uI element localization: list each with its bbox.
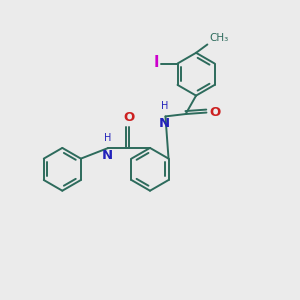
Text: N: N [102, 148, 113, 161]
Text: I: I [154, 56, 159, 70]
Text: H: H [161, 101, 168, 111]
Text: O: O [209, 106, 221, 119]
Text: O: O [123, 111, 134, 124]
Text: H: H [104, 133, 111, 143]
Text: N: N [159, 117, 170, 130]
Text: CH₃: CH₃ [209, 33, 228, 43]
